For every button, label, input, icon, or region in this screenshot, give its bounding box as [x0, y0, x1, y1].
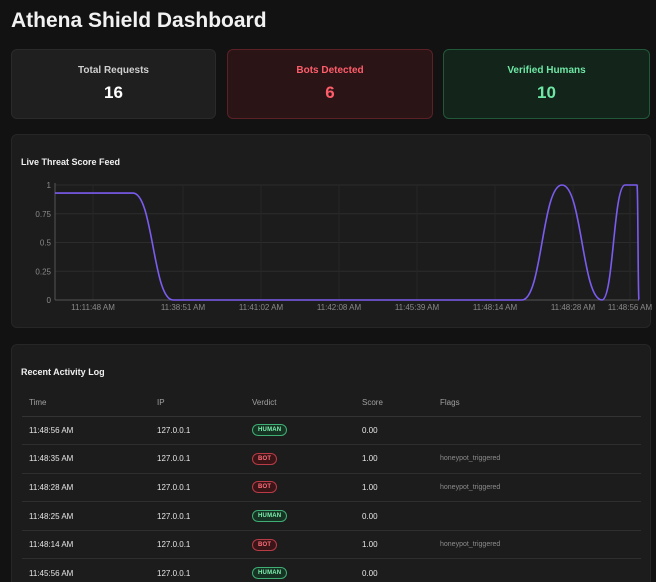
bots-detected-value: 6: [325, 83, 335, 102]
table-header-row: Time IP Verdict Score Flags: [22, 389, 641, 417]
x-tick-label: 11:41:02 AM: [239, 303, 284, 312]
table-row: 11:48:56 AM 127.0.0.1 HUMAN 0.00: [22, 416, 641, 446]
table-row: 11:48:35 AM 127.0.0.1 BOT 1.00 honeypot_trig…: [22, 444, 641, 474]
ip-cell: 127.0.0.1: [150, 416, 245, 446]
flags-cell: honeypot_triggered: [433, 444, 641, 474]
threat-score-chart: 0 0.25 0.5 0.75 1 11:11:48 AM 11:38:51 AM 11:41…: [35, 181, 652, 312]
x-tick-label: 11:42:08 AM: [317, 303, 362, 312]
total-requests-value: 16: [104, 83, 123, 102]
chart-title: Live Threat Score Feed: [21, 157, 121, 167]
column-header-time: Time: [22, 389, 150, 417]
activity-log-body: 11:48:56 AM 127.0.0.1 HUMAN 0.00 11:48:35 AM…: [22, 416, 641, 582]
score-cell: 1.00: [355, 473, 433, 503]
verdict-cell: HUMAN: [245, 416, 355, 446]
ip-cell: 127.0.0.1: [150, 558, 245, 582]
time-cell: 11:48:56 AM: [22, 416, 150, 446]
ip-cell: 127.0.0.1: [150, 530, 245, 560]
score-cell: 0.00: [355, 558, 433, 582]
verdict-cell: HUMAN: [245, 501, 355, 531]
bot-verdict-badge: BOT: [252, 452, 278, 465]
verdict-cell: HUMAN: [245, 558, 355, 582]
total-requests-card: Total Requests 16: [11, 49, 216, 119]
bots-detected-label: Bots Detected: [296, 65, 364, 76]
verdict-cell: BOT: [245, 473, 355, 503]
human-verdict-badge: HUMAN: [252, 424, 288, 437]
flags-cell: [433, 501, 641, 531]
table-row: 11:48:14 AM 127.0.0.1 BOT 1.00 honeypot_trig…: [22, 530, 641, 560]
time-cell: 11:45:56 AM: [22, 558, 150, 582]
time-cell: 11:48:28 AM: [22, 473, 150, 503]
verified-humans-card: Verified Humans 10: [443, 49, 650, 119]
verified-humans-label: Verified Humans: [507, 65, 586, 76]
bot-verdict-badge: BOT: [252, 538, 278, 551]
y-tick-label: 1: [47, 181, 52, 190]
total-requests-label: Total Requests: [78, 65, 149, 76]
score-cell: 0.00: [355, 501, 433, 531]
activity-log-table: Time IP Verdict Score Flags 11:48:56 AM 1…: [22, 389, 641, 582]
x-tick-label: 11:38:51 AM: [161, 303, 206, 312]
threat-score-panel: Live Threat Score Feed 0 0.25 0.5 0.75 1 11:1…: [11, 134, 652, 328]
bots-detected-card: Bots Detected 6: [227, 49, 433, 119]
bot-verdict-badge: BOT: [252, 481, 278, 494]
human-verdict-badge: HUMAN: [252, 510, 288, 523]
threat-score-series-line: [55, 184, 640, 301]
score-cell: 1.00: [355, 444, 433, 474]
human-verdict-badge: HUMAN: [252, 567, 288, 580]
table-row: 11:48:25 AM 127.0.0.1 HUMAN 0.00: [22, 501, 641, 531]
ip-cell: 127.0.0.1: [150, 444, 245, 474]
log-title: Recent Activity Log: [21, 367, 105, 377]
ip-cell: 127.0.0.1: [150, 501, 245, 531]
table-row: 11:45:56 AM 127.0.0.1 HUMAN 0.00: [22, 558, 641, 582]
time-cell: 11:48:35 AM: [22, 444, 150, 474]
time-cell: 11:48:25 AM: [22, 501, 150, 531]
flags-cell: honeypot_triggered: [433, 473, 641, 503]
column-header-ip: IP: [150, 389, 245, 417]
flags-cell: [433, 416, 641, 446]
x-tick-label: 11:45:39 AM: [395, 303, 440, 312]
flags-cell: honeypot_triggered: [433, 530, 641, 560]
activity-log-panel: Recent Activity Log Time IP Verdict Scor…: [11, 344, 651, 582]
flags-cell: [433, 558, 641, 582]
x-tick-label: 11:48:56 AM: [608, 303, 652, 312]
y-tick-label: 0.75: [35, 210, 51, 219]
verified-humans-value: 10: [537, 83, 556, 102]
table-row: 11:48:28 AM 127.0.0.1 BOT 1.00 honeypot_trig…: [22, 473, 641, 503]
x-tick-label: 11:48:14 AM: [473, 303, 518, 312]
ip-cell: 127.0.0.1: [150, 473, 245, 503]
y-tick-label: 0.25: [35, 267, 51, 276]
column-header-flags: Flags: [433, 389, 641, 417]
y-tick-label: 0.5: [40, 239, 52, 248]
x-tick-label: 11:11:48 AM: [71, 303, 115, 312]
time-cell: 11:48:14 AM: [22, 530, 150, 560]
score-cell: 0.00: [355, 416, 433, 446]
page-title: Athena Shield Dashboard: [11, 9, 267, 32]
score-cell: 1.00: [355, 530, 433, 560]
column-header-verdict: Verdict: [245, 389, 355, 417]
verdict-cell: BOT: [245, 530, 355, 560]
x-tick-label: 11:48:28 AM: [551, 303, 596, 312]
y-tick-label: 0: [47, 296, 52, 305]
verdict-cell: BOT: [245, 444, 355, 474]
column-header-score: Score: [355, 389, 433, 417]
